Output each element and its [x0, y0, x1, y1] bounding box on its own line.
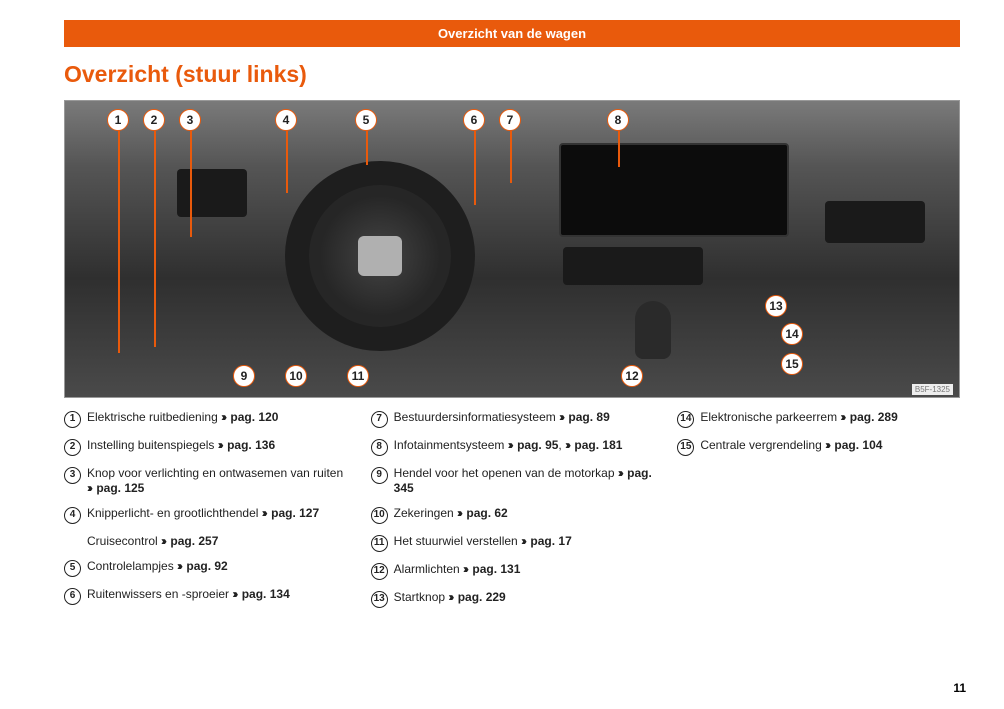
callout-line-1 [118, 131, 120, 353]
legend-text-15: Centrale vergrendeling ››› pag. 104 [700, 438, 960, 453]
legend-item-9: 9 Hendel voor het openen van de motorkap … [371, 466, 654, 496]
callout-10: 10 [285, 365, 307, 387]
section-title: Overzicht (stuur links) [64, 61, 960, 88]
legend-num-6: 6 [64, 588, 81, 605]
callout-15: 15 [781, 353, 803, 375]
callout-14: 14 [781, 323, 803, 345]
air-vent-right [825, 201, 925, 243]
legend-text-1: Elektrische ruitbediening ››› pag. 120 [87, 410, 347, 425]
legend-item-15: 15 Centrale vergrendeling ››› pag. 104 [677, 438, 960, 456]
legend-item-14: 14 Elektronische parkeerrem ››› pag. 289 [677, 410, 960, 428]
legend-text-8: Infotainmentsysteem ››› pag. 95, ››› pag… [394, 438, 654, 453]
callout-1: 1 [107, 109, 129, 131]
callout-2: 2 [143, 109, 165, 131]
callout-line-3 [190, 131, 192, 237]
legend-text-7: Bestuurdersinformatiesysteem ››› pag. 89 [394, 410, 654, 425]
legend-item-1: 1 Elektrische ruitbediening ››› pag. 120 [64, 410, 347, 428]
gear-shifter [635, 301, 671, 359]
legend-num-12: 12 [371, 563, 388, 580]
legend-text-11: Het stuurwiel verstellen ››› pag. 17 [394, 534, 654, 549]
callout-11: 11 [347, 365, 369, 387]
callout-8: 8 [607, 109, 629, 131]
callout-13: 13 [765, 295, 787, 317]
legend-num-4: 4 [64, 507, 81, 524]
callout-9: 9 [233, 365, 255, 387]
legend-columns: 1 Elektrische ruitbediening ››› pag. 120 2… [64, 410, 960, 618]
legend-text-3: Knop voor verlichting en ontwasemen van … [87, 466, 347, 496]
callout-3: 3 [179, 109, 201, 131]
callout-line-2 [154, 131, 156, 347]
legend-col-1: 1 Elektrische ruitbediening ››› pag. 120 2… [64, 410, 347, 618]
callout-line-4 [286, 131, 288, 193]
dashboard-figure: B5F-1325 123456789101112131415 [64, 100, 960, 398]
legend-text-10: Zekeringen ››› pag. 62 [394, 506, 654, 521]
legend-text-14: Elektronische parkeerrem ››› pag. 289 [700, 410, 960, 425]
legend-item-12: 12 Alarmlichten ››› pag. 131 [371, 562, 654, 580]
callout-line-7 [510, 131, 512, 183]
callout-4: 4 [275, 109, 297, 131]
infotainment-screen [559, 143, 789, 237]
air-vent-center [563, 247, 703, 285]
top-banner: Overzicht van de wagen [64, 20, 960, 47]
air-vent-left [177, 169, 247, 217]
legend-text-2: Instelling buitenspiegels ››› pag. 136 [87, 438, 347, 453]
legend-num-11: 11 [371, 535, 388, 552]
legend-item-13: 13 Startknop ››› pag. 229 [371, 590, 654, 608]
callout-line-6 [474, 131, 476, 205]
legend-text-12: Alarmlichten ››› pag. 131 [394, 562, 654, 577]
legend-text-4: Knipperlicht- en grootlichthendel ››› pa… [87, 506, 347, 521]
callout-line-8 [618, 131, 620, 167]
legend-num-3: 3 [64, 467, 81, 484]
legend-item-6: 6 Ruitenwissers en -sproeier ››› pag. 134 [64, 587, 347, 605]
steering-wheel [285, 161, 475, 351]
legend-sub-4: Cruisecontrol ››› pag. 257 [87, 534, 347, 549]
callout-7: 7 [499, 109, 521, 131]
legend-num-7: 7 [371, 411, 388, 428]
callout-12: 12 [621, 365, 643, 387]
legend-col-3: 14Elektronische parkeerrem ››› pag. 2891… [677, 410, 960, 618]
legend-num-9: 9 [371, 467, 388, 484]
callout-line-5 [366, 131, 368, 165]
legend-item-7: 7 Bestuurdersinformatiesysteem ››› pag. 8… [371, 410, 654, 428]
legend-text-6: Ruitenwissers en -sproeier ››› pag. 134 [87, 587, 347, 602]
legend-num-13: 13 [371, 591, 388, 608]
legend-text-13: Startknop ››› pag. 229 [394, 590, 654, 605]
callout-6: 6 [463, 109, 485, 131]
legend-text-5: Controlelampjes ››› pag. 92 [87, 559, 347, 574]
legend-num-14: 14 [677, 411, 694, 428]
legend-item-10: 10 Zekeringen ››› pag. 62 [371, 506, 654, 524]
dashboard-background [65, 101, 959, 397]
callout-5: 5 [355, 109, 377, 131]
image-code: B5F-1325 [912, 384, 953, 395]
legend-text-9: Hendel voor het openen van de motorkap ›… [394, 466, 654, 496]
page-number: 11 [953, 681, 966, 695]
legend-item-3: 3 Knop voor verlichting en ontwasemen van… [64, 466, 347, 496]
legend-num-1: 1 [64, 411, 81, 428]
legend-item-5: 5 Controlelampjes ››› pag. 92 [64, 559, 347, 577]
legend-num-5: 5 [64, 560, 81, 577]
legend-item-2: 2 Instelling buitenspiegels ››› pag. 136 [64, 438, 347, 456]
legend-num-8: 8 [371, 439, 388, 456]
legend-item-8: 8 Infotainmentsysteem ››› pag. 95, ››› pa… [371, 438, 654, 456]
legend-num-15: 15 [677, 439, 694, 456]
legend-col-2: 7 Bestuurdersinformatiesysteem ››› pag. 8… [371, 410, 654, 618]
legend-num-2: 2 [64, 439, 81, 456]
legend-item-4: 4 Knipperlicht- en grootlichthendel ››› p… [64, 506, 347, 524]
legend-num-10: 10 [371, 507, 388, 524]
legend-item-11: 11 Het stuurwiel verstellen ››› pag. 17 [371, 534, 654, 552]
